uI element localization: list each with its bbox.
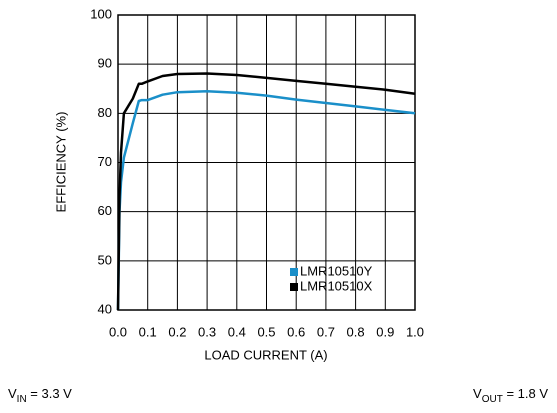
x-tick-label: 0.9	[376, 324, 394, 339]
annotation-rest: = 1.8 V	[503, 386, 548, 401]
annotation-text: V	[8, 386, 17, 401]
x-tick-label: 0.6	[287, 324, 305, 339]
annotation-rest: = 3.3 V	[27, 386, 72, 401]
y-tick-label: 90	[98, 56, 112, 71]
annotation: VIN = 3.3 V	[8, 386, 72, 404]
y-tick-label: 40	[98, 301, 112, 316]
plot-frame	[117, 14, 416, 311]
x-tick-label: 0.5	[257, 324, 275, 339]
y-axis-label: EFFICIENCY (%)	[53, 112, 68, 213]
y-tick-label: 80	[98, 105, 112, 120]
legend-label: LMR10510X	[300, 278, 373, 293]
annotation-sub: OUT	[482, 394, 503, 405]
x-axis-label: LOAD CURRENT (A)	[204, 347, 327, 362]
series-line	[116, 72, 416, 311]
y-tick-label: 100	[90, 6, 112, 21]
series-line	[116, 89, 416, 311]
x-tick-label: 0.2	[168, 324, 186, 339]
x-tick-label: 0.4	[228, 324, 246, 339]
annotation-sub: IN	[17, 394, 27, 405]
x-tick-label: 0.8	[347, 324, 365, 339]
y-tick-label: 60	[98, 203, 112, 218]
annotation-text: V	[473, 386, 482, 401]
legend-swatch	[290, 283, 298, 291]
x-tick-label: 0.3	[198, 324, 216, 339]
x-tick-label: 0.1	[139, 324, 157, 339]
y-tick-label: 50	[98, 252, 112, 267]
legend-swatch	[290, 268, 298, 276]
annotation: VOUT = 1.8 V	[473, 386, 548, 404]
x-tick-label: 1.0	[406, 324, 424, 339]
x-tick-label: 0.7	[317, 324, 335, 339]
legend-label: LMR10510Y	[300, 263, 373, 278]
x-tick-label: 0.0	[109, 324, 127, 339]
y-tick-label: 70	[98, 154, 112, 169]
